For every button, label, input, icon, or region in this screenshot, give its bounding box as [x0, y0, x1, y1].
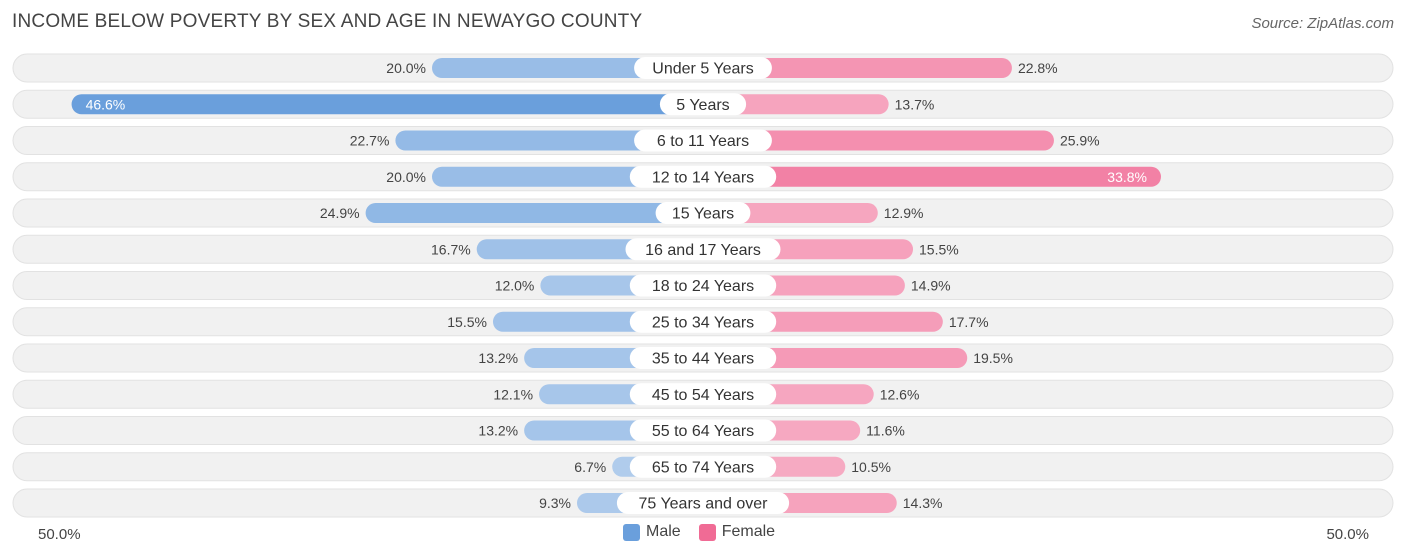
value-label-male: 6.7% [574, 459, 606, 475]
value-label-male: 20.0% [386, 169, 426, 185]
category-pill [616, 492, 790, 514]
value-label-male: 20.0% [386, 60, 426, 76]
category-pill [634, 129, 772, 152]
bar-male [395, 130, 703, 151]
bar-female [703, 166, 1161, 187]
category-pill [629, 165, 777, 188]
category-label: 55 to 64 Years [652, 423, 754, 440]
category-label: 65 to 74 Years [652, 459, 754, 476]
value-label-male: 12.1% [493, 386, 533, 402]
value-label-male: 9.3% [539, 495, 571, 511]
value-label-female: 12.9% [884, 205, 924, 221]
category-pill [659, 93, 747, 116]
legend: Male Female [623, 523, 793, 541]
bar-male [365, 203, 703, 223]
category-pill [634, 57, 772, 79]
value-label-male: 15.5% [447, 314, 487, 330]
value-label-female: 15.5% [919, 241, 959, 257]
value-label-female: 13.7% [895, 96, 935, 112]
category-label: Under 5 Years [652, 61, 753, 78]
value-label-male: 46.6% [86, 96, 126, 112]
category-label: 5 Years [676, 97, 729, 114]
bar-female [703, 94, 889, 115]
category-label: 6 to 11 Years [657, 133, 749, 150]
legend-item-male: Male [623, 523, 681, 541]
value-label-male: 24.9% [320, 205, 360, 221]
value-label-female: 17.7% [949, 314, 989, 330]
value-label-male: 22.7% [350, 133, 390, 149]
chart-title: INCOME BELOW POVERTY BY SEX AND AGE IN N… [12, 11, 643, 32]
value-label-male: 13.2% [478, 350, 518, 366]
category-pill [629, 383, 777, 406]
category-label: 25 to 34 Years [652, 314, 754, 331]
value-label-male: 13.2% [478, 423, 518, 439]
legend-label-female: Female [721, 523, 776, 540]
value-label-female: 25.9% [1060, 133, 1100, 149]
value-label-female: 14.9% [911, 278, 951, 294]
legend-swatch-male [623, 523, 640, 541]
value-label-female: 33.8% [1107, 169, 1147, 185]
bar-female [703, 130, 1054, 151]
bar-male [432, 58, 703, 78]
legend-swatch-female [698, 523, 716, 541]
axis-left-label: 50.0% [38, 526, 81, 543]
category-label: 16 and 17 Years [645, 242, 761, 259]
value-label-female: 11.6% [866, 423, 905, 439]
category-label: 35 to 44 Years [652, 351, 754, 368]
category-label: 18 to 24 Years [652, 278, 754, 295]
category-label: 15 Years [672, 206, 734, 223]
bar-male [71, 94, 703, 115]
category-pill [629, 347, 777, 369]
value-label-female: 19.5% [973, 350, 1013, 366]
category-pill [625, 238, 781, 261]
value-label-female: 14.3% [903, 495, 943, 511]
value-label-female: 22.8% [1018, 60, 1058, 76]
category-pill [629, 455, 777, 478]
category-pill [629, 274, 777, 297]
legend-label-male: Male [646, 523, 681, 540]
value-label-male: 16.7% [431, 241, 471, 257]
category-pill [655, 202, 751, 224]
category-pill [629, 419, 777, 442]
category-label: 45 to 54 Years [652, 387, 754, 404]
value-label-female: 10.5% [851, 459, 891, 475]
source-note: Source: ZipAtlas.com [1251, 15, 1394, 32]
category-pill [629, 310, 777, 333]
chart-canvas: 20.0% 22.8% Under 5 Years 46.6% 13.7% 5 Years… [12, 53, 1394, 518]
axis-right-label: 50.0% [1326, 526, 1369, 543]
value-label-female: 12.6% [880, 386, 920, 402]
value-label-male: 12.0% [495, 278, 535, 294]
category-label: 12 to 14 Years [652, 169, 754, 186]
bar-female [703, 58, 1012, 78]
legend-item-female: Female [698, 523, 776, 541]
category-label: 75 Years and over [639, 496, 769, 513]
